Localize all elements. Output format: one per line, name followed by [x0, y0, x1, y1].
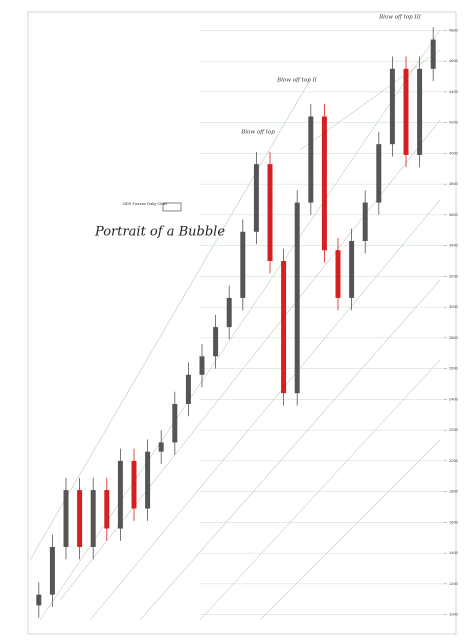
- candle-body: [158, 442, 164, 452]
- y-tick-label: 1200: [449, 581, 459, 586]
- annotation: Blow off top III: [378, 15, 422, 21]
- y-tick-label: 4200: [449, 120, 459, 125]
- candle-body: [226, 297, 232, 328]
- y-tick-label: 2800: [449, 335, 459, 340]
- chart-subtitle: NDX Futures Daily Chart: [123, 201, 168, 206]
- candle-body: [294, 202, 300, 394]
- candle-body: [321, 116, 327, 251]
- candle-body: [376, 144, 382, 203]
- candle-body: [253, 164, 259, 232]
- plot-frame: [27, 11, 457, 635]
- y-tick-label: 3200: [449, 273, 459, 278]
- candle-body: [77, 490, 83, 547]
- candle-body: [389, 68, 395, 145]
- y-tick-label: 1800: [449, 489, 459, 494]
- candle-body: [267, 164, 273, 261]
- candle-body: [63, 490, 69, 547]
- candle-body: [172, 403, 178, 443]
- candle-body: [185, 374, 191, 404]
- candle-body: [349, 241, 355, 298]
- chart-title: Portrait of a Bubble: [94, 225, 225, 240]
- y-tick-label: 2600: [449, 366, 459, 371]
- y-tick-label: 4600: [449, 58, 459, 63]
- candle-body: [199, 356, 205, 375]
- y-tick-label: 4000: [449, 150, 459, 155]
- annotation: Blow off top II: [276, 78, 317, 84]
- y-tick-label: 1600: [449, 519, 459, 524]
- y-tick-label: 1400: [449, 550, 459, 555]
- candle-body: [240, 231, 246, 298]
- y-tick-label: 2400: [449, 396, 459, 401]
- candle-body: [417, 68, 423, 155]
- candle-body: [281, 261, 287, 394]
- logo: [162, 202, 182, 212]
- y-tick-label: 2200: [449, 427, 459, 432]
- candle-body: [308, 116, 314, 203]
- y-tick-label: 2000: [449, 458, 459, 463]
- candle-body: [131, 460, 137, 509]
- candle-body: [335, 250, 341, 298]
- y-tick-label: 3800: [449, 181, 459, 186]
- candle-body: [362, 202, 368, 242]
- y-tick-label: 1000: [449, 612, 459, 617]
- candle-body: [90, 490, 96, 547]
- candle-body: [213, 327, 219, 357]
- candle-body: [430, 39, 436, 69]
- candle-body: [104, 490, 110, 529]
- candle-body: [145, 451, 151, 509]
- candle-body: [117, 460, 123, 529]
- y-tick-label: 3000: [449, 304, 459, 309]
- y-tick-label: 3400: [449, 243, 459, 248]
- candle-body: [49, 546, 55, 595]
- candle-body: [403, 68, 409, 155]
- y-tick-label: 4400: [449, 89, 459, 94]
- annotation: Blow off top: [240, 130, 275, 136]
- y-tick-label: 3600: [449, 212, 459, 217]
- y-tick-label: 4800: [449, 27, 459, 32]
- candle-body: [36, 594, 42, 606]
